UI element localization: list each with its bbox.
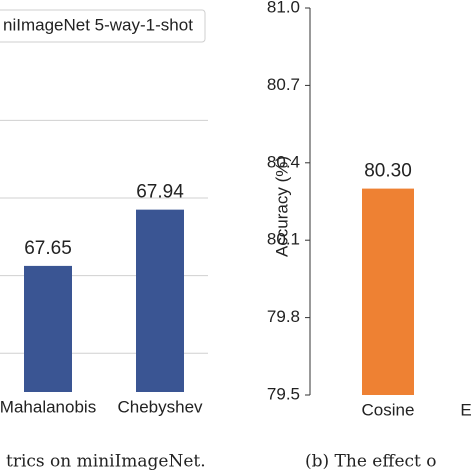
x-tick-label: Mahalanobis: [0, 397, 96, 416]
y-tick-label: 80.1: [267, 230, 300, 249]
y-axis-label: Accuracy (%): [272, 156, 291, 257]
data-label: 67.65: [24, 238, 72, 259]
caption: trics on miniImageNet.: [6, 452, 206, 472]
x-tick-label: Cosine: [362, 400, 415, 419]
y-tick-label: 80.4: [267, 152, 300, 171]
bar: [24, 265, 72, 392]
y-tick-label: 79.8: [267, 307, 300, 326]
data-label: 80.30: [364, 161, 412, 182]
x-tick-label: Chebyshev: [117, 397, 203, 416]
bar: [362, 188, 414, 395]
caption: (b) The effect o: [305, 452, 437, 472]
data-label: 67.94: [136, 182, 184, 203]
y-tick-label: 79.5: [267, 384, 300, 403]
bar: [136, 209, 184, 392]
y-tick-label: 80.7: [267, 75, 300, 94]
legend-label: niImageNet 5-way-1-shot: [3, 15, 193, 34]
y-tick-label: 81.0: [267, 0, 300, 16]
legend-box: [0, 9, 206, 43]
x-tick-label: E: [460, 400, 471, 419]
